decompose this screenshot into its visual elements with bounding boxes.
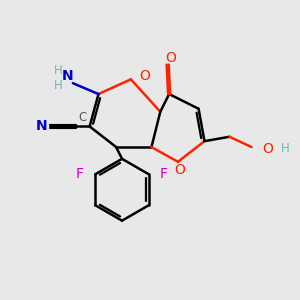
Text: F: F (160, 167, 168, 181)
Text: H: H (281, 142, 290, 155)
Text: O: O (174, 163, 185, 177)
Text: H: H (54, 64, 62, 77)
Text: O: O (262, 142, 273, 155)
Text: O: O (165, 51, 176, 65)
Text: O: O (139, 69, 150, 83)
Text: N: N (62, 69, 74, 83)
Text: H: H (54, 79, 62, 92)
Text: N: N (36, 119, 47, 134)
Text: F: F (76, 167, 84, 181)
Text: C: C (78, 110, 86, 124)
